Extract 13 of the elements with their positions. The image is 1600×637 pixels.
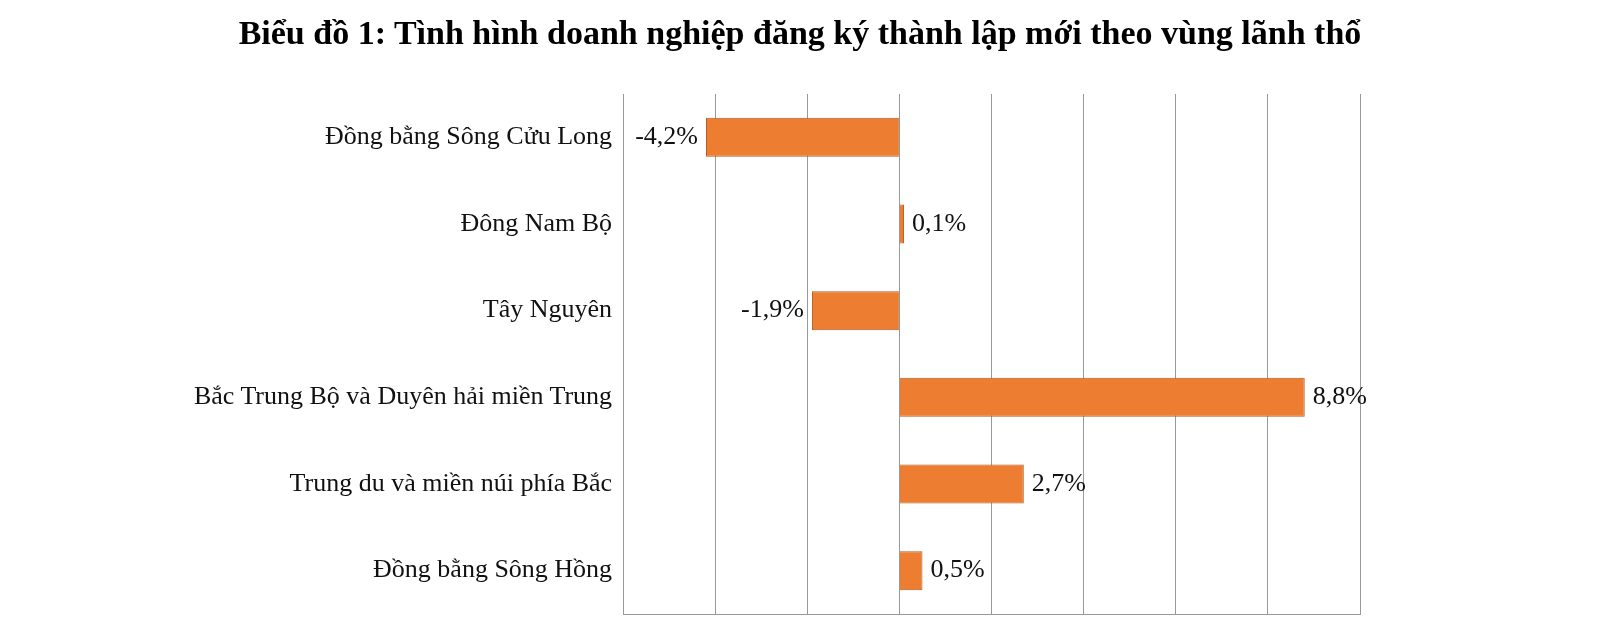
data-label: 0,1% <box>912 207 967 237</box>
y-tick-label: Trung du và miền núi phía Bắc <box>289 467 613 497</box>
data-label: 2,7% <box>1031 467 1086 497</box>
y-tick-label: Đồng bằng Sông Hồng <box>373 554 613 584</box>
y-tick-label: Bắc Trung Bộ và Duyên hải miền Trung <box>193 381 613 411</box>
chart-title: Biểu đồ 1: Tình hình doanh nghiệp đăng ký thành lập mới theo vùng lãnh thổ <box>237 14 1363 53</box>
y-tick-label: Tây Nguyên <box>482 294 613 324</box>
data-label: -1,9% <box>741 294 804 324</box>
data-label: -4,2% <box>635 121 699 151</box>
y-tick-label: Đồng bằng Sông Cửu Long <box>325 121 613 151</box>
data-label: 8,8% <box>1312 381 1367 411</box>
data-label: 0,5% <box>930 554 985 584</box>
y-tick-label: Đông Nam Bộ <box>460 207 613 237</box>
